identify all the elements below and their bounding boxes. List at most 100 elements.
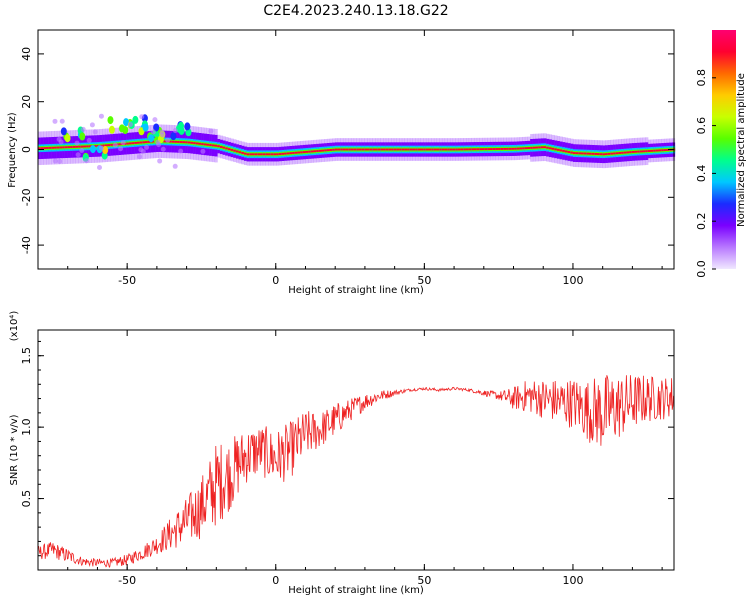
heatmap-peak	[233, 149, 237, 152]
heatmap-peak	[540, 146, 545, 149]
heatmap-peak	[663, 149, 668, 152]
heatmap-peak	[222, 146, 226, 149]
heatmap-peak	[629, 151, 633, 154]
heatmap-peak	[423, 148, 427, 151]
heatmap-blob	[184, 122, 191, 131]
heatmap-peak	[316, 150, 320, 152]
heatmap-peak	[67, 146, 71, 149]
heatmap-peak	[227, 148, 232, 151]
heatmap-peak	[62, 146, 66, 149]
heatmap-peak	[190, 141, 194, 144]
colorbar-tick-label: 0.2	[695, 212, 708, 230]
heatmap-peak	[396, 148, 400, 151]
heatmap-peak	[570, 151, 574, 154]
heatmap-peak	[118, 143, 122, 146]
heatmap-peak	[131, 142, 135, 145]
heatmap-peak	[292, 152, 296, 154]
snr-x-tick-label: 100	[562, 574, 583, 587]
heatmap-peak	[54, 146, 58, 149]
heatmap-peak	[653, 149, 657, 152]
heatmap-peak	[289, 152, 293, 155]
heatmap-speckle	[118, 146, 124, 152]
heatmap-peak	[524, 147, 529, 150]
heatmap-peak	[276, 153, 280, 156]
heatmap-peak	[498, 148, 502, 150]
heatmap-speckle	[86, 137, 92, 143]
heatmap-peak	[439, 148, 443, 151]
heatmap-peak	[126, 142, 130, 145]
heatmap-peak	[605, 153, 609, 156]
heatmap-speckle	[144, 144, 150, 150]
heatmap-peak	[70, 146, 74, 148]
heatmap-speckle	[172, 163, 178, 169]
heatmap-speckle	[96, 164, 102, 170]
heatmap-peak	[508, 147, 512, 150]
heatmap-peak	[597, 153, 601, 156]
colorbar-tick-label: 0.6	[695, 117, 708, 135]
heatmap-speckle	[75, 152, 81, 158]
heatmap-peak	[254, 153, 258, 156]
heatmap-speckle	[200, 148, 206, 154]
heatmap-peak	[46, 147, 50, 149]
heatmap-peak	[460, 148, 464, 151]
spectrogram-x-tick-label: -50	[118, 274, 136, 287]
heatmap-peak	[369, 148, 373, 151]
heatmap-peak	[40, 147, 44, 150]
heatmap-peak	[543, 146, 547, 149]
heatmap-peak	[444, 148, 448, 151]
heatmap-peak	[548, 147, 553, 150]
heatmap-peak	[631, 150, 635, 153]
heatmap-peak	[225, 147, 229, 150]
heatmap-peak	[479, 148, 483, 151]
heatmap-peak	[214, 144, 218, 147]
heatmap-peak	[342, 148, 347, 151]
heatmap-peak	[313, 150, 317, 153]
heatmap-peak	[642, 150, 646, 153]
heatmap-peak	[447, 148, 451, 151]
heatmap-peak	[562, 149, 566, 152]
heatmap-peak	[463, 148, 467, 151]
heatmap-peak	[294, 151, 298, 154]
heatmap-peak	[324, 149, 328, 152]
heatmap-peak	[431, 148, 435, 151]
heatmap-peak	[230, 148, 234, 151]
heatmap-peak	[219, 145, 224, 148]
heatmap-blob	[122, 126, 129, 135]
heatmap-peak	[377, 148, 381, 151]
heatmap-speckle	[165, 137, 171, 143]
heatmap-peak	[391, 148, 395, 151]
heatmap-peak	[217, 145, 221, 148]
heatmap-peak	[495, 148, 499, 150]
heatmap-speckle	[52, 118, 58, 124]
heatmap-peak	[484, 148, 488, 151]
heatmap-blob	[148, 134, 155, 143]
heatmap-peak	[211, 144, 216, 147]
heatmap-peak	[530, 146, 534, 149]
heatmap-speckle	[112, 142, 118, 148]
heatmap-peak	[404, 148, 408, 151]
heatmap-peak	[511, 147, 515, 150]
heatmap-peak	[38, 147, 42, 150]
heatmap-peak	[473, 148, 478, 151]
heatmap-speckle	[172, 128, 178, 134]
heatmap-peak	[618, 152, 622, 154]
heatmap-peak	[251, 153, 256, 156]
heatmap-peak	[594, 152, 598, 155]
heatmap-peak	[348, 148, 352, 151]
heatmap-peak	[356, 148, 360, 151]
heatmap-peak	[602, 153, 606, 156]
heatmap-peak	[310, 150, 315, 153]
heatmap-peak	[650, 149, 654, 152]
heatmap-peak	[235, 150, 240, 153]
heatmap-peak	[613, 152, 617, 155]
heatmap-blob	[60, 127, 67, 136]
heatmap-peak	[639, 150, 644, 153]
heatmap-peak	[564, 150, 569, 153]
heatmap-peak	[163, 140, 167, 143]
heatmap-peak	[174, 140, 178, 143]
heatmap-peak	[580, 152, 585, 155]
heatmap-speckle	[120, 140, 126, 146]
heatmap-peak	[353, 148, 357, 151]
heatmap-peak	[88, 145, 93, 148]
